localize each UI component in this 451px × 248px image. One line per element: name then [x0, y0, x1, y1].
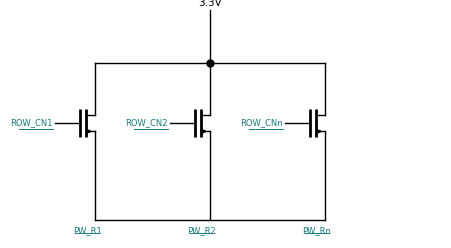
- Text: 3.3V: 3.3V: [198, 0, 222, 8]
- Text: ROW_CN2: ROW_CN2: [125, 119, 168, 127]
- Text: ROW_CNn: ROW_CNn: [240, 119, 283, 127]
- Text: PW_Rn: PW_Rn: [303, 226, 331, 235]
- Text: PW_R1: PW_R1: [73, 226, 101, 235]
- Text: ROW_CN1: ROW_CN1: [10, 119, 53, 127]
- Text: PW_R2: PW_R2: [188, 226, 216, 235]
